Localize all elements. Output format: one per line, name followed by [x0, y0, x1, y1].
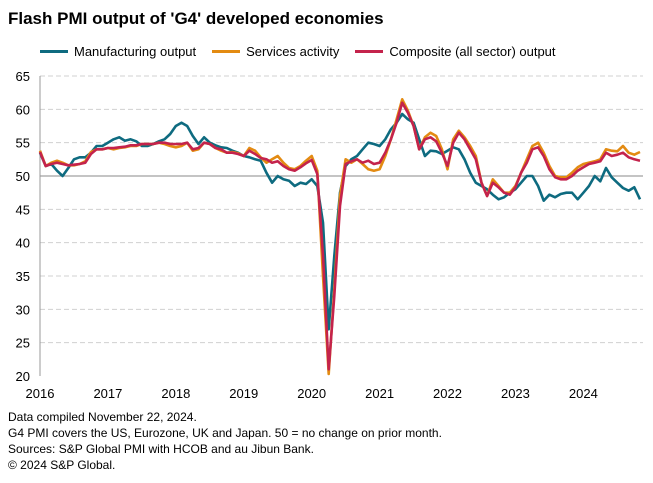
y-tick-label: 50 [16, 169, 30, 184]
y-tick-label: 60 [16, 102, 30, 117]
series-line-composite [38, 101, 641, 371]
y-tick-label: 35 [16, 269, 30, 284]
x-tick-label: 2019 [229, 386, 258, 401]
legend-label: Composite (all sector) output [389, 44, 556, 59]
legend-swatch [212, 50, 241, 53]
note-date: Data compiled November 22, 2024. [8, 410, 197, 424]
y-tick-label: 40 [16, 236, 30, 251]
y-tick-label: 30 [16, 302, 30, 317]
note-sources: Sources: S&P Global PMI with HCOB and au… [8, 442, 314, 456]
legend-item-manufacturing: Manufacturing output [40, 44, 196, 59]
legend-swatch [355, 50, 384, 53]
legend-item-services: Services activity [212, 44, 339, 59]
x-tick-label: 2016 [26, 386, 55, 401]
y-tick-label: 55 [16, 136, 30, 151]
x-tick-label: 2023 [501, 386, 530, 401]
x-tick-label: 2024 [569, 386, 598, 401]
x-tick-label: 2017 [93, 386, 122, 401]
legend-label: Manufacturing output [74, 44, 197, 59]
footnotes: Data compiled November 22, 2024. G4 PMI … [8, 409, 442, 473]
legend-swatch [40, 50, 68, 53]
legend-label: Services activity [246, 44, 340, 59]
x-tick-label: 2022 [433, 386, 462, 401]
y-tick-label: 20 [16, 369, 30, 384]
chart-title: Flash PMI output of 'G4' developed econo… [8, 9, 384, 28]
y-tick-label: 25 [16, 336, 30, 351]
legend-item-composite: Composite (all sector) output [355, 44, 556, 59]
x-tick-label: 2021 [365, 386, 394, 401]
x-tick-label: 2020 [297, 386, 326, 401]
y-tick-label: 65 [16, 69, 30, 84]
x-tick-label: 2018 [161, 386, 190, 401]
legend: Manufacturing output Services activity C… [40, 44, 572, 59]
note-copyright: © 2024 S&P Global. [8, 458, 116, 472]
note-coverage: G4 PMI covers the US, Eurozone, UK and J… [8, 426, 442, 440]
y-tick-label: 45 [16, 202, 30, 217]
